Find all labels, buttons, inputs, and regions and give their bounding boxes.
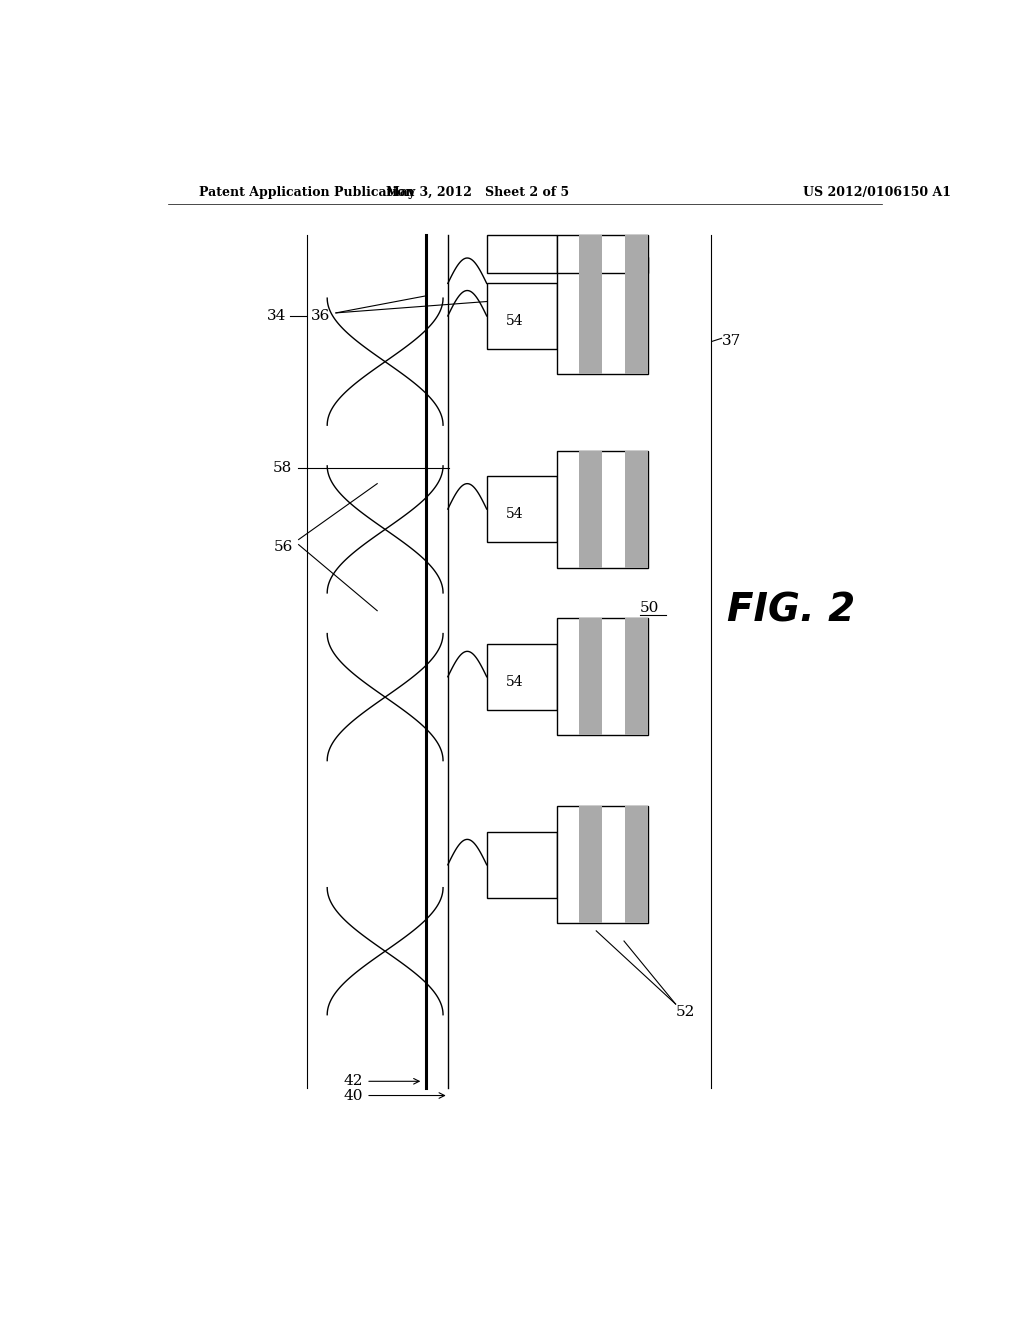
Text: 36: 36: [311, 309, 331, 323]
Bar: [580, 257, 602, 375]
Bar: [557, 257, 648, 375]
Bar: [486, 477, 557, 543]
Bar: [486, 235, 557, 273]
Bar: [557, 807, 648, 923]
Bar: [557, 450, 648, 568]
Text: 52: 52: [676, 1005, 695, 1019]
Bar: [625, 257, 648, 375]
Text: 54: 54: [506, 507, 523, 521]
Bar: [486, 644, 557, 710]
Text: 37: 37: [722, 334, 740, 348]
Bar: [625, 807, 648, 923]
Text: 58: 58: [273, 462, 292, 475]
Text: Patent Application Publication: Patent Application Publication: [200, 186, 415, 199]
Bar: [625, 235, 648, 273]
Text: 56: 56: [273, 540, 293, 553]
Bar: [557, 235, 648, 273]
Text: 42: 42: [343, 1074, 362, 1088]
Bar: [625, 450, 648, 568]
Bar: [625, 618, 648, 735]
Bar: [486, 832, 557, 898]
Bar: [580, 450, 602, 568]
Bar: [486, 282, 557, 348]
Bar: [580, 618, 602, 735]
Text: 50: 50: [640, 601, 659, 615]
Text: US 2012/0106150 A1: US 2012/0106150 A1: [803, 186, 950, 199]
Bar: [580, 235, 602, 273]
Text: 40: 40: [343, 1089, 362, 1102]
Text: 54: 54: [506, 675, 523, 689]
Text: 54: 54: [506, 314, 523, 329]
Text: FIG. 2: FIG. 2: [727, 591, 855, 630]
Bar: [580, 807, 602, 923]
Text: May 3, 2012   Sheet 2 of 5: May 3, 2012 Sheet 2 of 5: [386, 186, 568, 199]
Bar: [557, 618, 648, 735]
Text: 34: 34: [267, 309, 287, 323]
